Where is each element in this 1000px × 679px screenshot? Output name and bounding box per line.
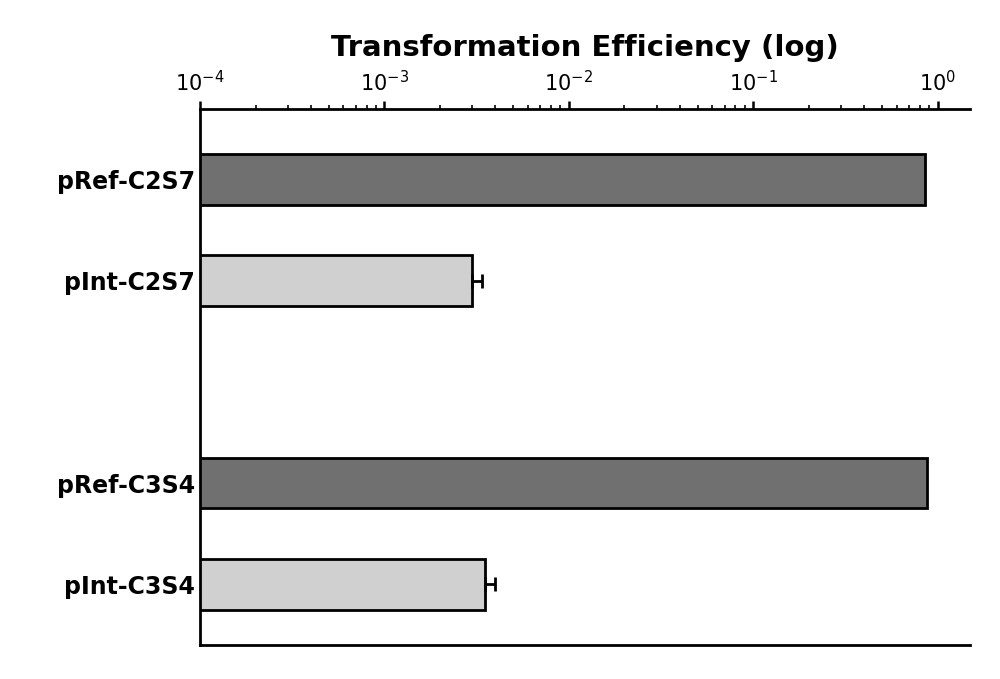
Bar (0, 458, 927, 509)
Bar (0, 154, 925, 205)
Bar (0, 255, 472, 306)
Title: Transformation Efficiency (log): Transformation Efficiency (log) (331, 35, 839, 62)
Bar (0, 559, 485, 610)
